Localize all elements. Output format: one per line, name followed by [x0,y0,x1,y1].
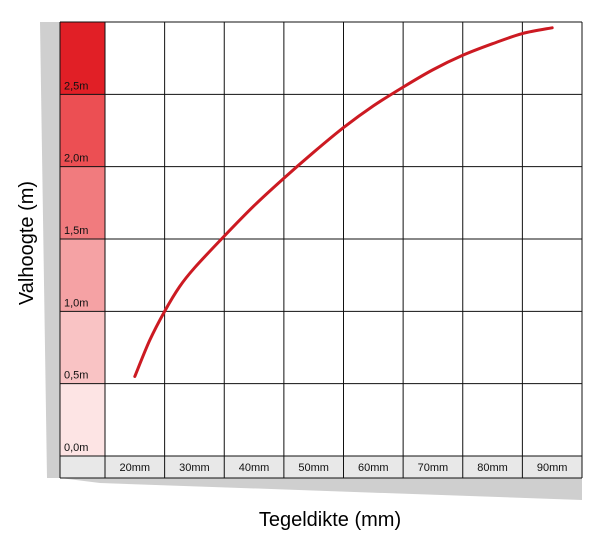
y-tick-label: 1,5m [64,225,88,237]
grid-cells [60,22,582,478]
x-tick-label: 20mm [120,462,151,474]
y-tick-label: 1,0m [64,297,88,309]
x-tick-label: 70mm [418,462,449,474]
grid-lines [59,21,583,479]
x-tick-label: 90mm [537,462,568,474]
y-tick-label: 2,0m [64,153,88,165]
x-label-strip [60,456,582,478]
y-band-3 [60,166,105,239]
series-group [133,26,554,378]
x-tick-label: 60mm [358,462,389,474]
x-tick-label: 40mm [239,462,270,474]
y-tick-labels: 0,0m 0,5m 1,0m 1,5m 2,0m 2,5m [64,80,88,454]
y-band-2 [60,239,105,312]
y-color-bands [60,22,105,456]
left-shadow-ribbon [40,22,60,478]
y-band-4 [60,94,105,167]
x-tick-label: 30mm [179,462,210,474]
x-tick-label: 50mm [298,462,329,474]
x-axis-title: Tegeldikte (mm) [259,509,401,531]
x-tick-labels: 20mm 30mm 40mm 50mm 60mm 70mm 80mm 90mm [120,462,568,474]
shadow-ribbons [40,22,582,500]
y-tick-label: 0,5m [64,370,88,382]
y-band-5 [60,22,105,95]
y-band-1 [60,311,105,384]
y-tick-label: 2,5m [64,80,88,92]
y-band-0 [60,383,105,456]
y-axis-title: Valhoogte (m) [16,181,38,305]
y-tick-label: 0,0m [64,442,88,454]
series-line-0 [133,26,554,378]
x-tick-label: 80mm [477,462,508,474]
bottom-shadow-ribbon [60,478,582,500]
